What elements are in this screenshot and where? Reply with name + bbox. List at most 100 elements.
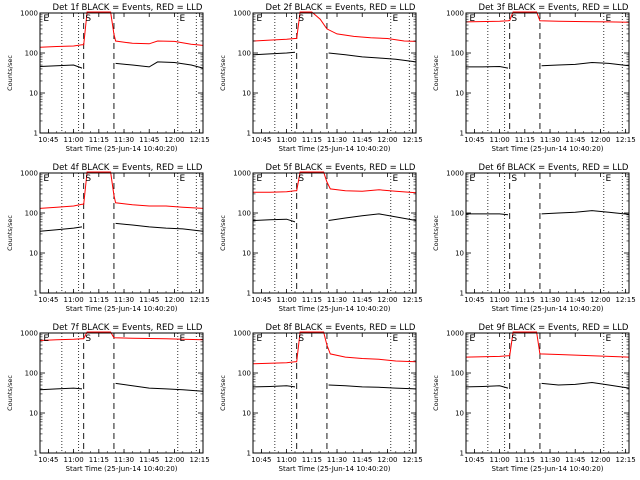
- y-tick-label: 100: [25, 210, 38, 218]
- plot-frame: [252, 12, 417, 134]
- y-tick-label: 10: [455, 90, 464, 98]
- flag-label: E: [469, 334, 475, 344]
- y-tick-label: 1000: [446, 330, 464, 338]
- x-tick-label: 11:15: [302, 296, 322, 304]
- x-tick-label: 11:30: [540, 136, 560, 144]
- x-tick-label: 10:45: [38, 296, 58, 304]
- y-axis-label: Counts/sec: [432, 215, 440, 251]
- flag-label: E: [179, 14, 185, 24]
- y-tick-label: 10: [242, 410, 251, 418]
- plot-frame: [465, 172, 630, 294]
- series-line-events: [39, 382, 204, 392]
- x-tick-label: 12:15: [403, 296, 423, 304]
- x-tick-label: 11:30: [114, 456, 134, 464]
- y-tick-label: 100: [238, 50, 251, 58]
- y-tick-label: 1: [460, 130, 464, 138]
- x-tick-label: 11:15: [89, 456, 109, 464]
- y-tick-label: 1: [34, 130, 38, 138]
- x-tick-label: 11:15: [89, 296, 109, 304]
- x-tick-label: 11:45: [565, 136, 585, 144]
- x-tick-label: 12:00: [164, 456, 184, 464]
- series-line-events: [465, 381, 630, 389]
- chart-svg: Det 2f BLACK = Events, RED = LLD Counts/s…: [219, 3, 423, 153]
- chart-title: Det 3f BLACK = Events, RED = LLD: [479, 3, 629, 13]
- flag-label: S: [85, 334, 91, 344]
- x-tick-label: 12:15: [403, 136, 423, 144]
- flag-label: E: [469, 14, 475, 24]
- chart-svg: Det 7f BLACK = Events, RED = LLD Counts/s…: [6, 323, 210, 473]
- x-tick-label: 11:45: [352, 136, 372, 144]
- plot-frame: [465, 12, 630, 134]
- series-line-lld: [39, 11, 204, 48]
- flag-label: E: [179, 334, 185, 344]
- y-axis-label: Counts/sec: [6, 55, 14, 91]
- chart-title: Det 9f BLACK = Events, RED = LLD: [479, 323, 629, 333]
- y-tick-label: 1000: [446, 10, 464, 18]
- detector-panel-9: Det 9f BLACK = Events, RED = LLD Counts/s…: [426, 320, 639, 480]
- x-axis-label: Start Time (25-Jun-14 10:40:20): [66, 145, 178, 153]
- plot-frame: [39, 172, 204, 294]
- x-tick-label: 10:45: [251, 296, 271, 304]
- x-tick-label: 11:00: [277, 136, 297, 144]
- flag-label: E: [392, 334, 398, 344]
- plot-frame: [39, 332, 204, 454]
- y-tick-label: 1000: [446, 170, 464, 178]
- x-tick-label: 12:00: [377, 136, 397, 144]
- y-tick-label: 100: [238, 370, 251, 378]
- series-line-lld: [252, 331, 417, 365]
- x-axis-label: Start Time (25-Jun-14 10:40:20): [66, 305, 178, 313]
- x-tick-label: 10:45: [38, 456, 58, 464]
- y-axis-label: Counts/sec: [432, 375, 440, 411]
- chart-svg: Det 1f BLACK = Events, RED = LLD Counts/s…: [6, 3, 210, 153]
- y-tick-label: 100: [25, 50, 38, 58]
- chart-svg: Det 6f BLACK = Events, RED = LLD Counts/s…: [432, 163, 636, 313]
- y-tick-label: 1000: [233, 10, 251, 18]
- x-tick-label: 11:45: [352, 296, 372, 304]
- x-tick-label: 11:15: [302, 456, 322, 464]
- x-tick-label: 11:00: [277, 456, 297, 464]
- y-tick-label: 100: [451, 50, 464, 58]
- x-tick-label: 12:15: [190, 136, 210, 144]
- y-tick-label: 10: [29, 250, 38, 258]
- y-tick-label: 10: [242, 250, 251, 258]
- series-line-events: [252, 384, 417, 390]
- x-axis-label: Start Time (25-Jun-14 10:40:20): [492, 305, 604, 313]
- chart-title: Det 4f BLACK = Events, RED = LLD: [53, 163, 203, 173]
- y-axis-label: Counts/sec: [6, 215, 14, 251]
- plot-frame: [252, 332, 417, 454]
- x-tick-label: 12:15: [190, 296, 210, 304]
- x-tick-label: 11:00: [490, 296, 510, 304]
- x-tick-label: 11:45: [565, 296, 585, 304]
- x-tick-label: 12:00: [590, 136, 610, 144]
- detector-panel-8: Det 8f BLACK = Events, RED = LLD Counts/s…: [213, 320, 426, 480]
- x-tick-label: 12:00: [164, 296, 184, 304]
- x-tick-label: 11:30: [114, 296, 134, 304]
- detector-panel-5: Det 5f BLACK = Events, RED = LLD Counts/s…: [213, 160, 426, 320]
- flag-label: S: [298, 334, 304, 344]
- x-axis-label: Start Time (25-Jun-14 10:40:20): [279, 465, 391, 473]
- series-line-lld: [39, 331, 204, 341]
- y-tick-label: 1: [460, 290, 464, 298]
- y-tick-label: 1: [460, 450, 464, 458]
- y-tick-label: 1000: [20, 170, 38, 178]
- x-axis-label: Start Time (25-Jun-14 10:40:20): [492, 465, 604, 473]
- chart-title: Det 5f BLACK = Events, RED = LLD: [266, 163, 416, 173]
- x-tick-label: 11:45: [139, 456, 159, 464]
- x-tick-label: 11:45: [139, 136, 159, 144]
- flag-label: S: [511, 14, 517, 24]
- series-line-events: [39, 222, 204, 232]
- detector-panel-3: Det 3f BLACK = Events, RED = LLD Counts/s…: [426, 0, 639, 160]
- y-tick-label: 10: [242, 90, 251, 98]
- flag-label: E: [43, 14, 49, 24]
- flag-label: E: [43, 334, 49, 344]
- series-line-events: [39, 61, 204, 69]
- flag-label: E: [256, 174, 262, 184]
- y-tick-label: 1000: [20, 330, 38, 338]
- y-axis-label: Counts/sec: [219, 55, 227, 91]
- x-tick-label: 12:15: [616, 456, 636, 464]
- x-tick-label: 12:15: [616, 296, 636, 304]
- x-tick-label: 12:15: [190, 456, 210, 464]
- flag-label: S: [85, 174, 91, 184]
- series-line-events: [252, 213, 417, 223]
